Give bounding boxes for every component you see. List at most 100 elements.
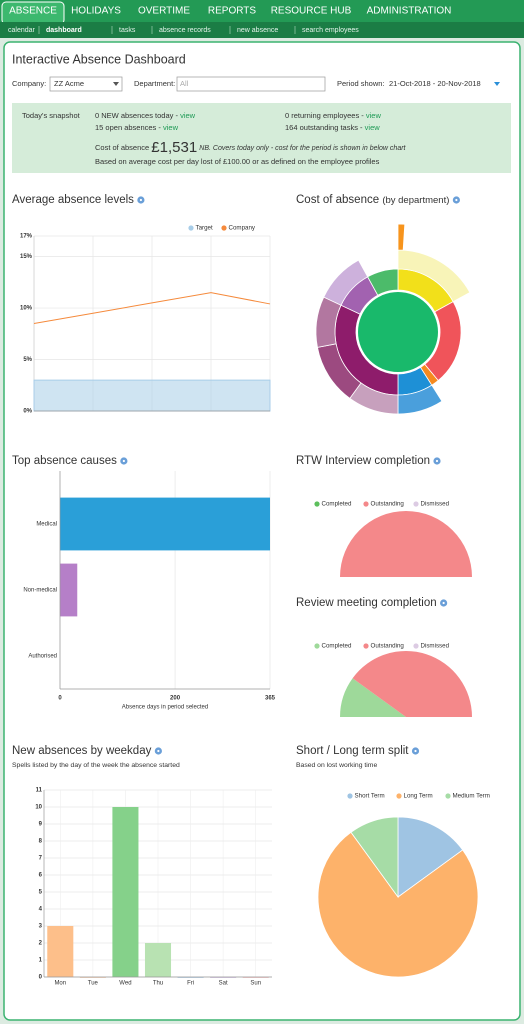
item-text: 15 open absences - xyxy=(95,123,161,132)
legend-label: Outstanding xyxy=(371,643,405,650)
nav-bar xyxy=(0,0,524,22)
legend-swatch xyxy=(347,793,353,799)
help-icon-dot xyxy=(442,601,445,605)
sub-tab[interactable]: absence records xyxy=(159,27,211,34)
cost-line: Cost of absence £1,531 NB. Covers today … xyxy=(95,139,407,156)
chart-title: Cost of absence (by department) xyxy=(296,194,449,206)
cost-label: Cost of absence xyxy=(95,143,149,152)
sub-tab[interactable]: calendar xyxy=(8,27,36,34)
company-select[interactable] xyxy=(49,76,123,92)
period-caret[interactable] xyxy=(494,82,500,86)
sunburst-segment xyxy=(397,249,471,303)
help-icon-dot xyxy=(157,749,160,753)
y-tick-label: 4 xyxy=(39,907,43,913)
pie-slice xyxy=(340,511,472,577)
legend-label: Medium Term xyxy=(453,793,490,800)
snapshot-item: 0 NEW absences today - view xyxy=(95,111,196,120)
legend-swatch xyxy=(314,643,320,649)
y-tick-label: 0 xyxy=(39,975,43,981)
snapshot-label: Today's snapshot xyxy=(22,111,81,120)
x-tick-label: Mon xyxy=(54,981,66,987)
legend-swatch xyxy=(221,225,227,231)
x-axis-title: Absence days in period selected xyxy=(122,705,208,711)
x-tick-label: 0 xyxy=(58,696,62,702)
view-link[interactable]: view xyxy=(163,123,179,132)
filter-label: Period shown: xyxy=(337,79,385,88)
bar xyxy=(242,977,269,978)
legend-label: Dismissed xyxy=(421,643,450,650)
pie-slice xyxy=(397,816,464,898)
bar xyxy=(79,977,106,978)
y-tick-label: 9 xyxy=(39,822,43,828)
area xyxy=(33,379,271,412)
select-arrow xyxy=(113,82,119,86)
y-tick-label: 3 xyxy=(39,924,43,930)
y-tick-label: 17% xyxy=(20,234,33,240)
bar xyxy=(177,977,204,978)
filter-label: Company: xyxy=(12,79,46,88)
x-tick-label: Tue xyxy=(88,981,99,987)
pie-slice xyxy=(350,816,399,899)
legend-label: Company xyxy=(229,225,256,232)
help-icon-dot xyxy=(122,459,125,463)
y-tick-label: 10% xyxy=(20,306,33,312)
sub-tab[interactable]: tasks xyxy=(119,27,136,34)
pie-slice xyxy=(340,678,406,717)
view-link[interactable]: view xyxy=(365,123,381,132)
bar xyxy=(210,977,237,978)
y-tick-label: 15% xyxy=(20,254,33,260)
legend-swatch xyxy=(314,501,320,507)
x-tick-label: 365 xyxy=(265,696,276,702)
y-tick-label: 11 xyxy=(36,788,43,794)
chart-title: Short / Long term split xyxy=(296,745,409,757)
y-tick-label: 2 xyxy=(39,941,43,947)
nav-tab[interactable]: RESOURCE HUB xyxy=(271,6,352,17)
x-tick-label: Wed xyxy=(119,981,131,987)
snapshot-box xyxy=(12,103,511,173)
sub-tab[interactable]: new absence xyxy=(237,27,278,34)
legend-swatch xyxy=(363,643,369,649)
snapshot-item: 164 outstanding tasks - view xyxy=(285,123,380,132)
department-input[interactable] xyxy=(176,76,326,92)
sub-tab[interactable]: search employees xyxy=(302,27,359,34)
nav-tab[interactable]: ABSENCE xyxy=(9,6,57,17)
legend-swatch xyxy=(188,225,194,231)
pie-slice xyxy=(352,650,472,717)
bar xyxy=(60,497,270,551)
nav-tab[interactable]: HOLIDAYS xyxy=(71,6,121,17)
chart-title: Top absence causes xyxy=(12,455,117,467)
y-tick-label: Medical xyxy=(36,522,57,528)
nav-tab[interactable]: REPORTS xyxy=(208,6,256,17)
filter-label: Department: xyxy=(134,79,175,88)
company-value: ZZ Acme xyxy=(54,79,84,88)
filters: Company: ZZ Acme Department: All Period … xyxy=(12,76,500,92)
snapshot: Today's snapshot 0 NEW absences today - … xyxy=(22,111,407,166)
sub-tab[interactable]: dashboard xyxy=(46,27,82,34)
y-tick-label: 7 xyxy=(39,856,43,862)
page-title: Interactive Absence Dashboard xyxy=(12,52,186,66)
period-value[interactable]: 21-Oct-2018 - 20-Nov-2018 xyxy=(389,79,481,88)
bar xyxy=(60,563,78,617)
legend-swatch xyxy=(396,793,402,799)
cost-value: £1,531 xyxy=(151,139,197,156)
chart-subtitle: Based on lost working time xyxy=(296,762,377,769)
help-icon-dot xyxy=(414,749,417,753)
legend-swatch xyxy=(413,643,419,649)
y-tick-label: 5 xyxy=(39,890,43,896)
x-tick-label: Sat xyxy=(219,981,228,987)
item-text: 0 NEW absences today - xyxy=(95,111,178,120)
chart-title: Review meeting completion xyxy=(296,597,437,609)
nav-tab[interactable]: OVERTIME xyxy=(138,6,190,17)
sunburst-segment xyxy=(367,268,399,296)
line xyxy=(33,292,271,324)
legend-label: Outstanding xyxy=(371,501,405,508)
item-text: 0 returning employees - xyxy=(285,111,364,120)
nav-tabs: ABSENCE HOLIDAYS OVERTIME REPORTS RESOUR… xyxy=(9,6,451,17)
legend-swatch xyxy=(363,501,369,507)
view-link[interactable]: view xyxy=(366,111,382,120)
cost-note: NB. Covers today only - cost for the per… xyxy=(199,145,406,152)
nav-tab[interactable]: ADMINISTRATION xyxy=(367,6,452,17)
pie-slice xyxy=(317,831,479,978)
view-link[interactable]: view xyxy=(180,111,196,120)
x-tick-label: 200 xyxy=(170,696,181,702)
